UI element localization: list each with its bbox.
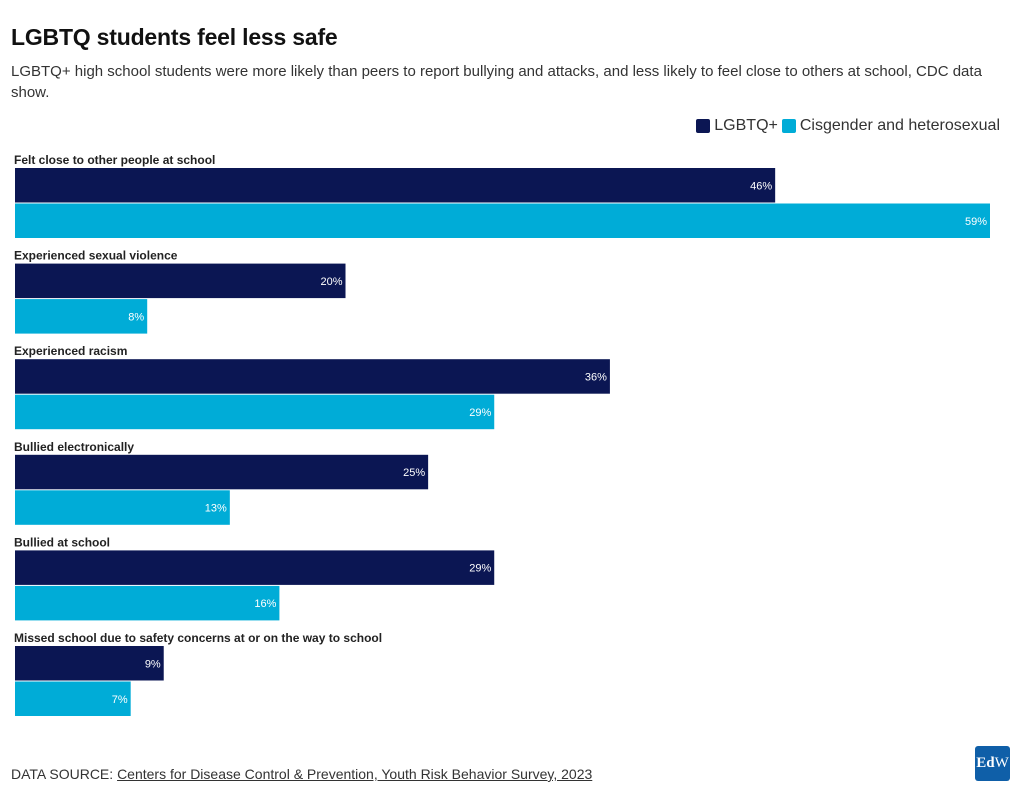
chart-title: LGBTQ students feel less safe (11, 24, 338, 50)
bar-lgbtq-bullied-electronically (15, 454, 429, 490)
category-label-experienced-racism: Experienced racism (14, 344, 127, 358)
data-label-lgbtq-bullied-electronically: 25% (403, 467, 425, 479)
data-label-lgbtq-experienced-sexual-violence: 20% (320, 276, 342, 288)
legend-label-lgbtq: LGBTQ+ (714, 117, 778, 134)
category-label-missed-school-due-to-safety-concerns-at-or-on-the-way-to-school: Missed school due to safety concerns at … (14, 631, 382, 645)
data-label-cisgender-and-heterosexual-missed-school-due-to-safety-concerns-at-or-on-the-way-to-school: 7% (112, 694, 128, 706)
bar-cisgender-and-heterosexual-felt-close-to-other-people-at-school (15, 203, 990, 238)
legend: LGBTQ+ Cisgender and heterosexual (692, 117, 1000, 135)
data-label-cisgender-and-heterosexual-bullied-electronically: 13% (205, 503, 227, 515)
legend-item-lgbtq: LGBTQ+ (696, 117, 778, 135)
bar-cisgender-and-heterosexual-experienced-racism (15, 394, 495, 430)
bar-cisgender-and-heterosexual-bullied-electronically (15, 490, 230, 525)
category-label-experienced-sexual-violence: Experienced sexual violence (14, 249, 178, 263)
data-label-cisgender-and-heterosexual-experienced-racism: 29% (469, 407, 491, 419)
category-label-bullied-at-school: Bullied at school (14, 535, 110, 549)
legend-swatch-lgbtq (696, 119, 711, 133)
bar-cisgender-and-heterosexual-missed-school-due-to-safety-concerns-at-or-on-the-way-to-school (15, 681, 131, 716)
data-label-lgbtq-felt-close-to-other-people-at-school: 46% (750, 180, 772, 192)
data-label-cisgender-and-heterosexual-experienced-sexual-violence: 8% (128, 311, 144, 323)
data-label-cisgender-and-heterosexual-bullied-at-school: 16% (254, 598, 276, 610)
logo-text-regular: W (994, 755, 1009, 771)
data-source-label: DATA SOURCE: (11, 766, 118, 782)
edweek-logo: Ed W (975, 746, 1010, 781)
bar-lgbtq-bullied-at-school (15, 550, 495, 585)
bar-chart: Felt close to other people at school 46% 5… (14, 153, 990, 716)
bar-lgbtq-experienced-racism (15, 359, 610, 394)
legend-swatch-cisgender-heterosexual (781, 119, 796, 133)
bar-lgbtq-missed-school-due-to-safety-concerns-at-or-on-the-way-to-school (15, 646, 164, 681)
category-label-bullied-electronically: Bullied electronically (14, 440, 134, 454)
legend-label-cisgender-heterosexual: Cisgender and heterosexual (799, 117, 1000, 134)
data-label-lgbtq-missed-school-due-to-safety-concerns-at-or-on-the-way-to-school: 9% (145, 658, 161, 670)
data-label-lgbtq-experienced-racism: 36% (585, 371, 607, 383)
chart-subtitle: LGBTQ+ high school students were more li… (11, 63, 982, 101)
data-source-link[interactable]: Centers for Disease Control & Prevention… (117, 766, 593, 782)
bar-lgbtq-experienced-sexual-violence (15, 263, 346, 299)
data-source: DATA SOURCE: Centers for Disease Control… (11, 766, 592, 782)
bar-cisgender-and-heterosexual-experienced-sexual-violence (15, 299, 148, 334)
data-label-cisgender-and-heterosexual-felt-close-to-other-people-at-school: 59% (965, 216, 987, 228)
data-label-lgbtq-bullied-at-school: 29% (469, 563, 491, 575)
bar-cisgender-and-heterosexual-bullied-at-school (15, 585, 280, 621)
legend-item-cisgender-heterosexual: Cisgender and heterosexual (781, 117, 1000, 135)
logo-text-bold: Ed (976, 755, 995, 771)
category-label-felt-close-to-other-people-at-school: Felt close to other people at school (14, 153, 215, 167)
bar-lgbtq-felt-close-to-other-people-at-school (15, 168, 776, 203)
